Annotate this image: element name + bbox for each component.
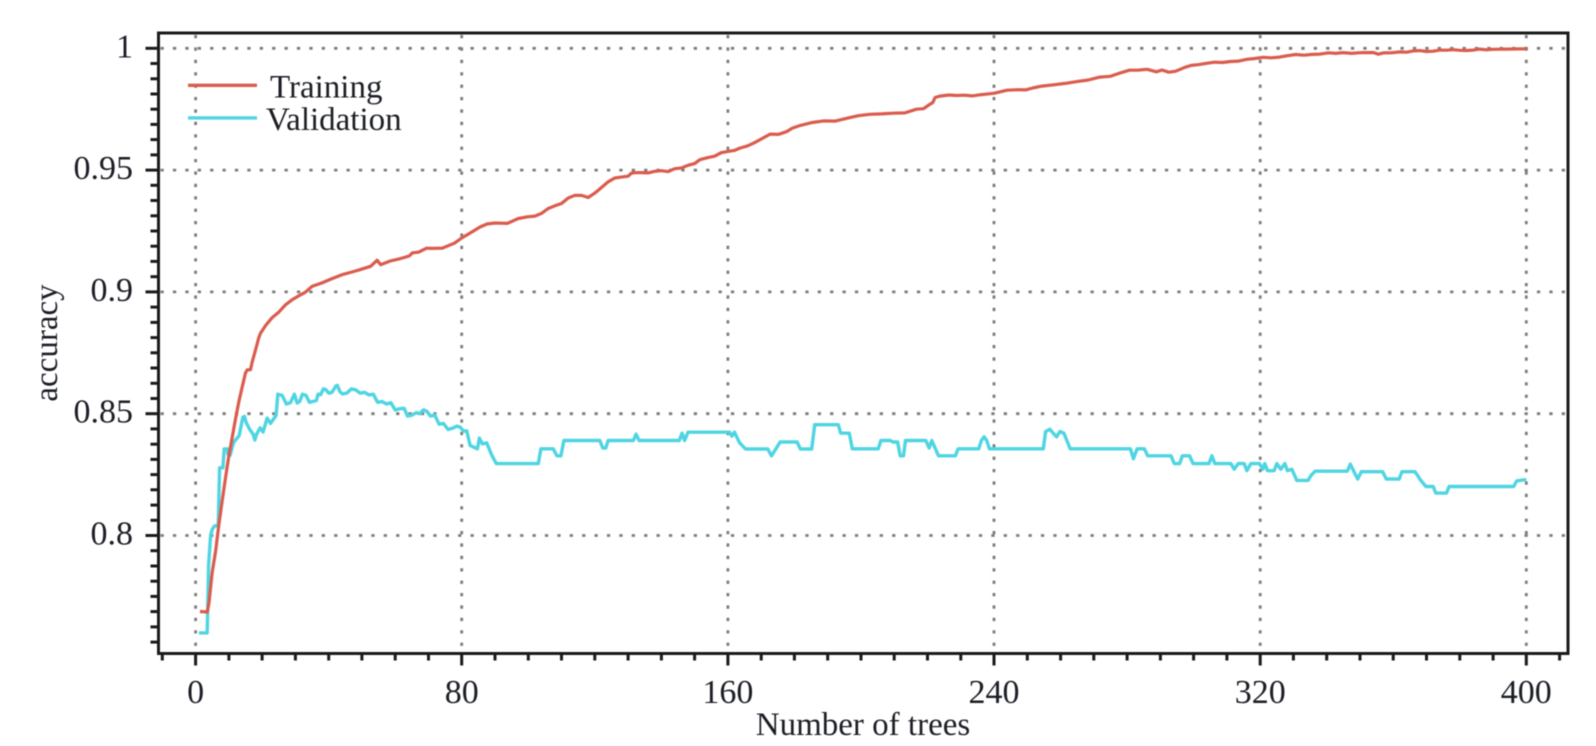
svg-text:1: 1 <box>116 28 133 65</box>
svg-text:160: 160 <box>702 674 753 711</box>
svg-text:Validation: Validation <box>266 102 402 138</box>
svg-text:0.95: 0.95 <box>74 150 134 187</box>
svg-text:320: 320 <box>1235 674 1286 711</box>
svg-text:Number of trees: Number of trees <box>756 707 970 743</box>
svg-text:accuracy: accuracy <box>29 284 65 402</box>
svg-text:0.8: 0.8 <box>91 516 134 553</box>
svg-text:0.85: 0.85 <box>74 394 134 431</box>
svg-text:80: 80 <box>445 674 479 711</box>
svg-text:Training: Training <box>270 70 382 106</box>
svg-text:240: 240 <box>969 674 1020 711</box>
svg-text:400: 400 <box>1501 674 1552 711</box>
svg-text:0: 0 <box>187 674 204 711</box>
svg-text:0.9: 0.9 <box>91 272 134 309</box>
